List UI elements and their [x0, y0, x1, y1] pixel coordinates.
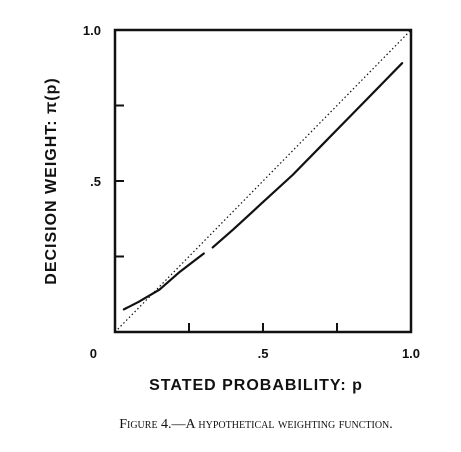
x-tick-label: .5 [258, 346, 269, 361]
plot-frame [113, 28, 413, 334]
x-axis-title: STATED PROBABILITY: p [149, 377, 363, 394]
weighting-curve [211, 62, 404, 249]
weighting-curve [122, 252, 205, 311]
figure-caption: Figure 4.—A hypothetical weighting funct… [119, 417, 393, 432]
axis-ticks [115, 104, 338, 332]
series-layer [114, 29, 412, 333]
y-tick-label: .5 [90, 174, 101, 189]
y-tick-label: 1.0 [83, 23, 101, 38]
identity-diagonal-line [114, 29, 412, 333]
x-tick-label: 1.0 [402, 346, 420, 361]
tick-labels: 0 .5 1.0 .5 1.0 [83, 23, 420, 361]
y-axis-title: DECISION WEIGHT: π(p) [43, 77, 60, 284]
x-tick-label: 0 [90, 346, 97, 361]
